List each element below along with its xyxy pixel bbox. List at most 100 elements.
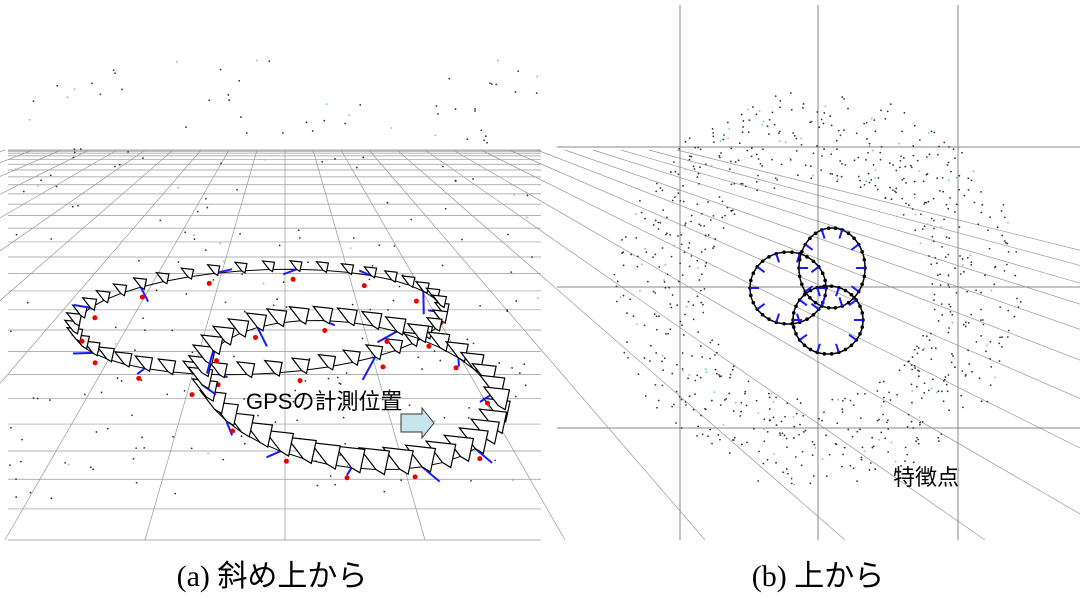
- feature-point: [710, 342, 712, 344]
- feature-point: [918, 170, 920, 172]
- feature-point: [786, 468, 788, 470]
- feature-point: [718, 344, 720, 346]
- gps-point: [230, 429, 235, 434]
- camera: [844, 348, 848, 352]
- feature-point: [741, 444, 743, 446]
- feature-point: [926, 156, 928, 158]
- feature-point: [994, 376, 996, 378]
- feature-point: [956, 204, 958, 206]
- feature-point: [922, 335, 924, 337]
- feature-point: [693, 409, 695, 411]
- feature-point: [616, 301, 618, 303]
- feature-point: [836, 140, 838, 142]
- caption-a: (a) 斜め上から: [177, 560, 368, 593]
- feature-point: [917, 160, 919, 162]
- feature-point: [852, 436, 854, 438]
- feature-point: [742, 126, 744, 128]
- feature-point: [779, 106, 781, 108]
- feature-point: [912, 427, 914, 429]
- grid-line: [649, 150, 1080, 540]
- feature-point: [671, 373, 673, 375]
- feature-point: [982, 319, 984, 321]
- feature-point: [675, 171, 677, 173]
- feature-point: [185, 293, 187, 295]
- feature-point: [917, 439, 919, 441]
- feature-point: [951, 314, 953, 316]
- gps-point: [298, 378, 303, 383]
- feature-point: [689, 137, 691, 139]
- feature-point: [714, 354, 716, 356]
- feature-point: [92, 468, 94, 470]
- feature-point: [762, 148, 764, 150]
- feature-point: [675, 422, 677, 424]
- feature-point: [689, 242, 691, 244]
- feature-point: [926, 335, 928, 337]
- feature-point: [779, 131, 781, 133]
- feature-point: [793, 437, 795, 439]
- feature-point: [701, 251, 703, 253]
- feature-point: [845, 164, 847, 166]
- feature-point: [760, 163, 762, 165]
- feature-point: [802, 451, 804, 453]
- feature-point: [362, 338, 364, 340]
- feature-point: [954, 366, 956, 368]
- feature-point: [943, 218, 945, 220]
- feature-point: [142, 317, 144, 319]
- feature-point: [976, 341, 978, 343]
- gps-offset: [757, 304, 764, 309]
- feature-point: [306, 121, 308, 123]
- feature-point: [924, 202, 926, 204]
- feature-point: [74, 88, 76, 90]
- feature-point: [714, 238, 716, 240]
- grid-line: [0, 150, 201, 540]
- feature-annotation: 特徴点: [893, 465, 959, 490]
- feature-point: [220, 162, 222, 164]
- feature-point: [673, 161, 675, 163]
- feature-point: [955, 292, 957, 294]
- feature-point: [877, 420, 879, 422]
- camera: [237, 362, 255, 378]
- feature-point: [647, 281, 649, 283]
- feature-point: [866, 138, 868, 140]
- feature-point: [717, 434, 719, 436]
- feature-point: [759, 110, 761, 112]
- feature-point: [622, 251, 624, 253]
- feature-point: [741, 114, 743, 116]
- feature-point: [708, 234, 710, 236]
- feature-point: [702, 304, 704, 306]
- feature-point: [802, 415, 804, 417]
- feature-point: [672, 200, 674, 202]
- feature-point: [874, 169, 876, 171]
- camera: [860, 250, 864, 254]
- feature-point: [704, 288, 706, 290]
- feature-point: [933, 299, 935, 301]
- feature-point: [369, 309, 371, 311]
- feature-point: [769, 408, 771, 410]
- feature-point: [964, 195, 966, 197]
- camera: [830, 284, 834, 288]
- feature-point: [700, 415, 702, 417]
- feature-point: [344, 123, 346, 125]
- feature-point: [334, 158, 336, 160]
- feature-point: [937, 274, 939, 276]
- feature-point: [856, 480, 858, 482]
- feature-point: [635, 237, 637, 239]
- feature-point: [709, 429, 711, 431]
- feature-point: [937, 154, 939, 156]
- grid-line: [0, 150, 145, 540]
- feature-point: [930, 358, 932, 360]
- feature-point: [951, 362, 953, 364]
- feature-point: [701, 273, 703, 275]
- feature-point: [40, 179, 42, 181]
- grid-line: [481, 150, 1080, 540]
- feature-point: [369, 278, 371, 280]
- feature-point: [343, 417, 345, 419]
- feature-point: [1006, 264, 1008, 266]
- feature-point: [903, 112, 905, 114]
- feature-point: [831, 173, 833, 175]
- feature-point: [746, 150, 748, 152]
- feature-point: [812, 174, 814, 176]
- feature-point: [918, 375, 920, 377]
- feature-point: [655, 352, 657, 354]
- feature-point: [960, 273, 962, 275]
